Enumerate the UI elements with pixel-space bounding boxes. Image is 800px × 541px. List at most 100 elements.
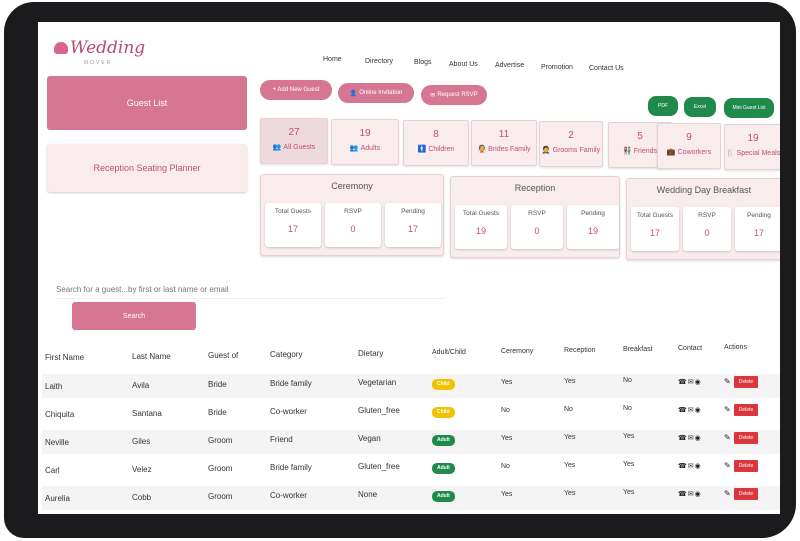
column-header[interactable]: Actions (724, 344, 747, 351)
phone-icon[interactable]: ☎ (678, 435, 688, 442)
table-row[interactable]: Aurelia Cobb Groom Co-worker None Adult Yes Yes… (42, 486, 780, 510)
table-row[interactable]: Neville Giles Groom Friend Vegan Adult Yes Yes Y… (42, 430, 780, 454)
edit-icon[interactable]: ✎ (724, 405, 731, 414)
nav-link[interactable]: About Us (449, 60, 478, 68)
stat-value: 0 (350, 224, 356, 234)
stat-label: RSVP (344, 208, 362, 215)
nav-link[interactable]: Home (323, 56, 342, 63)
add-guest-button[interactable]: + Add New Guest (260, 80, 332, 100)
cell-last: Santana (132, 408, 162, 418)
cell-first: Neville (45, 438, 70, 447)
edit-icon[interactable]: ✎ (724, 489, 731, 498)
cell-reception: No (564, 406, 573, 414)
online-invitation-button[interactable]: 👤 Online Invitation (338, 83, 414, 103)
delete-button[interactable]: Delete (734, 488, 758, 500)
table-row[interactable]: Chiquita Santana Bride Co-worker Gluten_free… (42, 402, 780, 426)
location-pin-icon[interactable]: ◉ (694, 379, 702, 386)
request-rsvp-button[interactable]: ✉ Request RSVP (421, 85, 487, 105)
category-coworkers[interactable]: 9 💼 Coworkers (657, 122, 721, 169)
edit-icon[interactable]: ✎ (724, 461, 731, 470)
column-header[interactable]: Last Name (132, 352, 171, 362)
cell-dietary: None (358, 489, 378, 499)
phone-icon[interactable]: ☎ (678, 379, 688, 386)
phone-icon[interactable]: ☎ (678, 407, 688, 414)
main-nav: Home Directory Blogs About Us Advertise Promo… (323, 56, 643, 72)
cell-last: Giles (132, 436, 151, 446)
location-pin-icon[interactable]: ◉ (694, 463, 702, 470)
edit-icon[interactable]: ✎ (724, 433, 731, 442)
column-header[interactable]: Dietary (358, 349, 384, 359)
event-title: Ceremony (331, 181, 373, 191)
cell-ceremony: Yes (501, 435, 513, 442)
category-adults[interactable]: 19 👥 Adults (331, 118, 399, 165)
nav-link[interactable]: Directory (365, 57, 394, 65)
column-header[interactable]: Reception (564, 346, 596, 354)
table-row[interactable]: Laith Avila Bride Bride family Vegetarian Chi… (42, 374, 780, 398)
mail-icon[interactable]: ✉ (687, 491, 695, 498)
location-pin-icon[interactable]: ◉ (694, 435, 702, 442)
mail-icon[interactable]: ✉ (687, 407, 695, 414)
search-input[interactable] (56, 280, 446, 299)
mini-guest-list-button[interactable]: Mini Guest List (724, 98, 774, 118)
event-stat-rsvp: RSVP 0 (683, 207, 731, 251)
column-header[interactable]: Contact (678, 344, 703, 352)
mail-icon[interactable]: ✉ (687, 379, 695, 386)
groom-icon: 🤵 (541, 147, 551, 155)
category-grooms-family[interactable]: 2 🤵 Grooms Family (539, 121, 603, 168)
category-children[interactable]: 8 🚹 Children (403, 119, 469, 166)
age-badge: Adult (432, 434, 455, 446)
event-summary-wedding-day-breakfast: Wedding Day Breakfast Total Guests 17 RSVP 0… (626, 178, 780, 260)
category-count: 27 (288, 127, 300, 138)
table-row[interactable]: Carl Velez Groom Bride family Gluten_free Adu… (42, 458, 780, 482)
seating-planner-button[interactable]: Reception Seating Planner (47, 144, 247, 192)
event-summary-reception: Reception Total Guests 19 RSVP 0 Pending 19 (450, 176, 620, 258)
event-stat-total: Total Guests 19 (455, 205, 507, 249)
nav-link[interactable]: Advertise (495, 62, 525, 69)
column-header[interactable]: Category (270, 350, 303, 360)
column-header[interactable]: Ceremony (501, 347, 534, 355)
event-stat-total: Total Guests 17 (265, 203, 321, 247)
delete-button[interactable]: Delete (734, 376, 758, 388)
location-pin-icon[interactable]: ◉ (694, 491, 702, 498)
category-special-meals[interactable]: 19 🍴 Special Meals (724, 123, 780, 170)
stat-label: Total Guests (462, 210, 500, 217)
category-label: Adults (360, 144, 381, 152)
delete-button[interactable]: Delete (734, 460, 758, 472)
mail-icon[interactable]: ✉ (687, 435, 695, 442)
cell-category: Co-worker (270, 490, 307, 500)
site-logo[interactable]: Wedding MOVER (54, 38, 145, 70)
category-label-wrap: 🍴 Special Meals (725, 149, 780, 157)
column-header[interactable]: Breakfast (623, 345, 653, 353)
edit-icon[interactable]: ✎ (724, 377, 731, 386)
mail-icon[interactable]: ✉ (687, 463, 695, 470)
excel-button[interactable]: Excel (684, 97, 716, 117)
cell-reception: Yes (564, 462, 576, 470)
cell-reception: Yes (564, 378, 576, 386)
phone-icon[interactable]: ☎ (678, 463, 688, 470)
cell-guest-of: Bride (208, 407, 227, 417)
stat-label: Pending (581, 210, 605, 217)
column-header[interactable]: Guest of (208, 351, 239, 361)
category-label-wrap: 🚹 Children (404, 145, 468, 153)
delete-button[interactable]: Delete (734, 432, 758, 444)
delete-button[interactable]: Delete (734, 404, 758, 416)
nav-link[interactable]: Contact Us (589, 65, 624, 72)
pdf-button[interactable]: PDF (648, 96, 678, 116)
category-brides-family[interactable]: 11 👰 Brides Family (471, 120, 537, 167)
column-header[interactable]: Adult/Child (432, 348, 466, 356)
stat-label: Total Guests (274, 208, 312, 215)
column-header[interactable]: First Name (45, 353, 85, 362)
user-icon: 👤 (349, 90, 358, 97)
stat-value: 17 (407, 224, 418, 234)
guest-list-button[interactable]: Guest List (47, 76, 247, 130)
nav-link[interactable]: Blogs (414, 59, 432, 66)
location-pin-icon[interactable]: ◉ (694, 407, 702, 414)
event-stat-rsvp: RSVP 0 (325, 203, 381, 247)
nav-link[interactable]: Promotion (541, 63, 573, 71)
search-button[interactable]: Search (72, 302, 196, 330)
cell-reception: Yes (564, 434, 576, 442)
stat-value: 19 (587, 226, 598, 236)
category-all-guests[interactable]: 27 👥 All Guests (260, 118, 328, 164)
category-count: 19 (747, 132, 759, 144)
phone-icon[interactable]: ☎ (678, 491, 688, 498)
